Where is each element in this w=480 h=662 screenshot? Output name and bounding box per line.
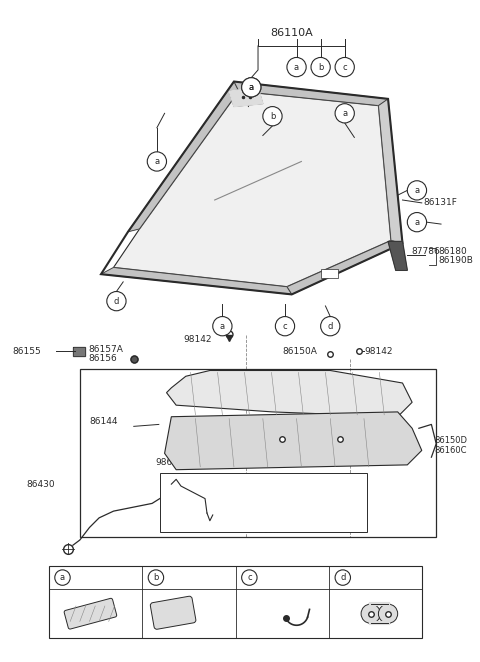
Text: c: c <box>247 573 252 582</box>
Bar <box>80 369 436 537</box>
Text: 86124D: 86124D <box>74 573 109 582</box>
Text: 86157A: 86157A <box>88 345 123 354</box>
Text: b: b <box>153 573 158 582</box>
Text: 86430: 86430 <box>27 480 56 489</box>
Text: 86150D: 86150D <box>434 436 468 446</box>
Bar <box>321 269 338 278</box>
Text: a: a <box>60 573 65 582</box>
Text: d: d <box>340 573 346 582</box>
Polygon shape <box>287 240 403 295</box>
Circle shape <box>311 58 330 77</box>
Polygon shape <box>167 371 412 416</box>
Polygon shape <box>234 81 388 106</box>
Circle shape <box>321 316 340 336</box>
Text: a: a <box>342 109 347 118</box>
Circle shape <box>213 316 232 336</box>
Text: 87786: 87786 <box>411 246 440 256</box>
Text: 86115B: 86115B <box>261 573 296 582</box>
Polygon shape <box>73 348 84 356</box>
Text: 86160C: 86160C <box>434 446 467 455</box>
Text: 86131F: 86131F <box>424 199 457 207</box>
Circle shape <box>408 181 427 200</box>
Polygon shape <box>114 91 391 287</box>
Text: 86155: 86155 <box>12 347 41 355</box>
Text: c: c <box>283 322 288 331</box>
Polygon shape <box>165 412 422 470</box>
Text: H0800R: H0800R <box>248 518 279 527</box>
Text: d: d <box>327 322 333 331</box>
Text: H0120R: H0120R <box>210 475 240 484</box>
Circle shape <box>361 604 380 624</box>
Text: a: a <box>414 218 420 226</box>
Polygon shape <box>229 87 263 107</box>
Text: 86144: 86144 <box>89 417 118 426</box>
Text: d: d <box>114 297 119 306</box>
Circle shape <box>335 570 350 585</box>
Polygon shape <box>378 99 403 244</box>
Text: a: a <box>294 63 299 71</box>
Polygon shape <box>388 242 408 270</box>
Circle shape <box>241 77 261 97</box>
FancyBboxPatch shape <box>64 598 117 629</box>
Text: 86115: 86115 <box>168 573 196 582</box>
Text: 86123A: 86123A <box>354 573 389 582</box>
Text: b: b <box>270 112 275 120</box>
Text: b: b <box>318 63 324 71</box>
Text: 86156: 86156 <box>88 354 117 363</box>
Text: a: a <box>414 186 420 195</box>
Circle shape <box>408 213 427 232</box>
Circle shape <box>335 58 354 77</box>
Circle shape <box>107 291 126 310</box>
Text: a: a <box>249 83 254 92</box>
Polygon shape <box>101 267 292 295</box>
Text: 98660: 98660 <box>155 459 184 467</box>
Circle shape <box>335 104 354 123</box>
Text: c: c <box>342 63 347 71</box>
Circle shape <box>287 58 306 77</box>
Circle shape <box>148 570 164 585</box>
Text: H0100R: H0100R <box>210 483 240 492</box>
Text: a: a <box>155 157 159 166</box>
Text: H0310R: H0310R <box>248 526 279 535</box>
Text: 86190B: 86190B <box>438 256 473 265</box>
Bar <box>49 566 422 638</box>
Circle shape <box>241 77 261 97</box>
Text: a: a <box>249 83 254 92</box>
Text: 86180: 86180 <box>438 246 467 256</box>
Bar <box>160 473 367 532</box>
FancyBboxPatch shape <box>150 596 196 630</box>
Circle shape <box>55 570 70 585</box>
Circle shape <box>241 570 257 585</box>
Text: 86150A: 86150A <box>282 347 317 355</box>
Circle shape <box>147 152 167 171</box>
Text: H0390R: H0390R <box>186 499 216 508</box>
Circle shape <box>263 107 282 126</box>
Polygon shape <box>128 81 239 232</box>
Text: 98142: 98142 <box>184 335 212 344</box>
Text: 98142: 98142 <box>364 347 393 355</box>
Text: 86153: 86153 <box>301 373 330 383</box>
Text: 86110A: 86110A <box>270 28 313 38</box>
Circle shape <box>276 316 295 336</box>
Circle shape <box>378 604 398 624</box>
Text: a: a <box>220 322 225 331</box>
Text: 86158: 86158 <box>268 446 297 455</box>
Text: H0440R: H0440R <box>186 506 216 516</box>
Text: 98664: 98664 <box>186 515 210 524</box>
